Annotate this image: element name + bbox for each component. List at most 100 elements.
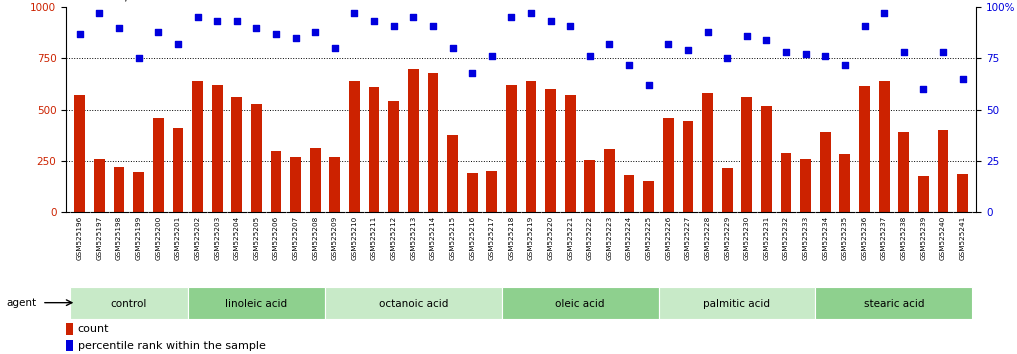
Text: GSM525214: GSM525214	[430, 215, 436, 259]
Point	[366, 19, 382, 24]
Text: GSM525233: GSM525233	[802, 215, 809, 259]
Bar	[66, 323, 73, 335]
Point	[523, 10, 539, 16]
Text: GSM525209: GSM525209	[332, 215, 338, 259]
Text: GSM525232: GSM525232	[783, 215, 789, 259]
Text: GSM525223: GSM525223	[606, 215, 612, 259]
Text: GDS3648 / 16031: GDS3648 / 16031	[66, 0, 170, 3]
Point	[326, 45, 343, 51]
Point	[111, 25, 127, 30]
Point	[582, 53, 598, 59]
Bar	[232, 97, 242, 212]
Bar	[310, 148, 320, 212]
Point	[601, 41, 617, 47]
Bar	[644, 181, 654, 212]
Text: GSM525215: GSM525215	[450, 215, 456, 259]
Point	[641, 82, 657, 88]
Point	[817, 53, 833, 59]
Text: GSM525237: GSM525237	[881, 215, 887, 259]
Point	[562, 23, 579, 28]
Point	[738, 33, 755, 39]
Bar	[330, 157, 341, 212]
Bar	[623, 176, 635, 212]
Text: GSM525220: GSM525220	[547, 215, 553, 259]
Bar	[761, 105, 772, 212]
Point	[229, 19, 245, 24]
Point	[307, 29, 323, 35]
Bar	[816, 287, 972, 319]
Text: GSM525221: GSM525221	[567, 215, 574, 259]
Point	[92, 10, 108, 16]
Bar	[659, 287, 816, 319]
Point	[288, 35, 304, 41]
Point	[679, 47, 696, 53]
Bar	[173, 128, 183, 212]
Bar	[839, 154, 850, 212]
Text: GSM525228: GSM525228	[705, 215, 711, 259]
Bar	[94, 159, 105, 212]
Bar	[820, 132, 831, 212]
Point	[935, 50, 951, 55]
Point	[700, 29, 716, 35]
Text: GSM525197: GSM525197	[97, 215, 103, 259]
Text: GSM525222: GSM525222	[587, 215, 593, 259]
Bar	[722, 168, 732, 212]
Bar	[585, 160, 595, 212]
Bar	[70, 287, 188, 319]
Text: GSM525201: GSM525201	[175, 215, 181, 259]
Text: GSM525211: GSM525211	[371, 215, 377, 259]
Bar	[898, 132, 909, 212]
Text: GSM525218: GSM525218	[508, 215, 515, 259]
Point	[542, 19, 558, 24]
Bar	[957, 175, 968, 212]
Point	[464, 70, 480, 76]
Text: GSM525205: GSM525205	[253, 215, 259, 259]
Text: GSM525224: GSM525224	[626, 215, 633, 259]
Point	[151, 29, 167, 35]
Text: GSM525206: GSM525206	[273, 215, 279, 259]
Text: GSM525234: GSM525234	[823, 215, 828, 259]
Bar	[506, 85, 517, 212]
Point	[621, 62, 638, 67]
Text: GSM525216: GSM525216	[469, 215, 475, 259]
Bar	[526, 81, 536, 212]
Text: GSM525241: GSM525241	[960, 215, 965, 259]
Text: GSM525212: GSM525212	[391, 215, 397, 259]
Bar	[702, 93, 713, 212]
Text: percentile rank within the sample: percentile rank within the sample	[77, 341, 265, 350]
Point	[189, 15, 205, 20]
Bar	[133, 172, 144, 212]
Text: GSM525231: GSM525231	[764, 215, 770, 259]
Point	[503, 15, 520, 20]
Bar	[859, 86, 870, 212]
Bar	[741, 97, 753, 212]
Point	[444, 45, 461, 51]
Text: GSM525203: GSM525203	[215, 215, 220, 259]
Point	[170, 41, 186, 47]
Bar	[564, 95, 576, 212]
Text: GSM525207: GSM525207	[293, 215, 299, 259]
Point	[425, 23, 441, 28]
Point	[210, 19, 226, 24]
Bar	[938, 130, 949, 212]
Bar	[66, 340, 73, 351]
Bar	[349, 81, 360, 212]
Bar	[212, 85, 223, 212]
Text: GSM525217: GSM525217	[489, 215, 495, 259]
Bar	[918, 176, 929, 212]
Text: control: control	[111, 299, 147, 309]
Bar	[486, 171, 497, 212]
Text: GSM525198: GSM525198	[116, 215, 122, 259]
Bar	[408, 69, 419, 212]
Point	[72, 31, 88, 36]
Point	[759, 37, 775, 43]
Bar	[604, 149, 615, 212]
Text: GSM525199: GSM525199	[135, 215, 141, 259]
Point	[484, 53, 500, 59]
Text: linoleic acid: linoleic acid	[226, 299, 288, 309]
Point	[896, 50, 912, 55]
Text: GSM525210: GSM525210	[352, 215, 357, 259]
Point	[954, 76, 970, 82]
Bar	[251, 104, 261, 212]
Point	[837, 62, 853, 67]
